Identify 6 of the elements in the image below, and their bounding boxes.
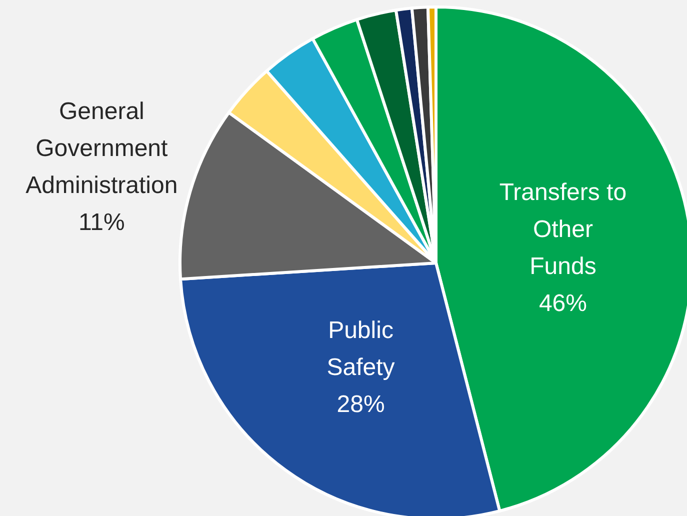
- slice-label: Public Safety: [326, 316, 395, 381]
- slice-label: Transfers to Other Funds: [499, 178, 627, 280]
- data-label: 28%: [336, 390, 385, 418]
- data-label: 11%: [78, 208, 125, 236]
- data-label: 46%: [538, 290, 588, 317]
- slice-label: General Government Administration: [26, 98, 178, 199]
